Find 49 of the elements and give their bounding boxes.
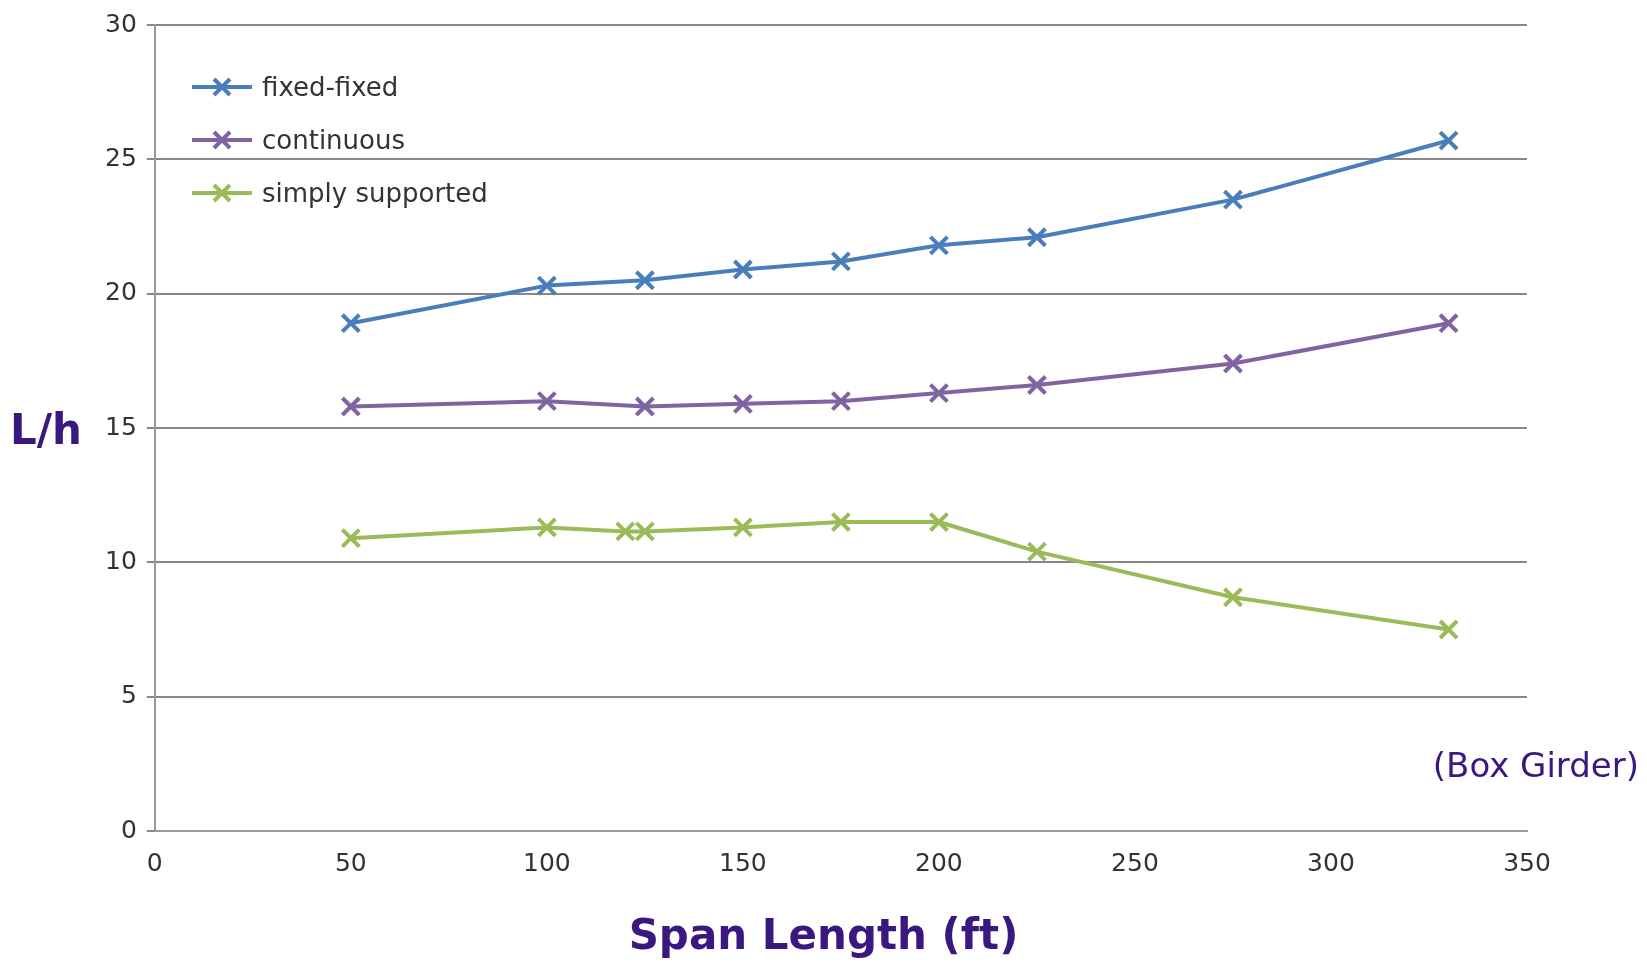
point [634,396,656,417]
y-tick-label: 25 [105,142,137,172]
x-tick-label: 150 [719,847,767,877]
x-tick-label: 200 [915,847,963,877]
y-tick-label: 15 [105,411,137,441]
point [1026,541,1048,563]
y-tick-label: 30 [105,8,137,38]
x-tick-label: 250 [1111,847,1159,877]
point [732,516,754,538]
point [340,396,362,417]
legend-label: fixed-fixed [262,71,399,102]
annotation: (Box Girder) [1432,745,1639,785]
point [732,393,754,415]
point [1026,226,1048,248]
x-tick-label: 300 [1307,847,1355,877]
point [732,259,754,280]
x-axis-title: Span Length (ft) [627,910,1020,959]
legend-label: continuous [262,124,405,155]
x-tick-label: 350 [1503,847,1551,877]
point [1438,130,1460,152]
point [1222,586,1244,608]
point [928,382,950,404]
point [1222,189,1244,211]
x-tick-label: 100 [523,847,571,877]
point [1438,619,1460,640]
point [634,520,656,542]
point [536,390,558,412]
y-tick-label: 10 [105,545,137,575]
y-tick-label: 5 [120,680,137,710]
x-tick-label: 50 [334,847,367,877]
y-axis-title: L/h [10,405,83,454]
point [830,250,852,272]
point [340,527,362,549]
x-tick-label: 0 [146,847,163,877]
y-tick-label: 0 [120,814,137,844]
point [614,520,636,542]
legend-label: simply supported [262,177,488,208]
point [634,269,656,291]
point [536,275,558,297]
point [1438,312,1460,334]
point [830,390,852,412]
point [1026,374,1048,396]
point [928,234,950,256]
point [830,511,852,533]
point [340,312,362,334]
point [536,516,558,538]
point [928,511,950,533]
point [1222,353,1244,375]
y-tick-label: 20 [105,277,137,307]
